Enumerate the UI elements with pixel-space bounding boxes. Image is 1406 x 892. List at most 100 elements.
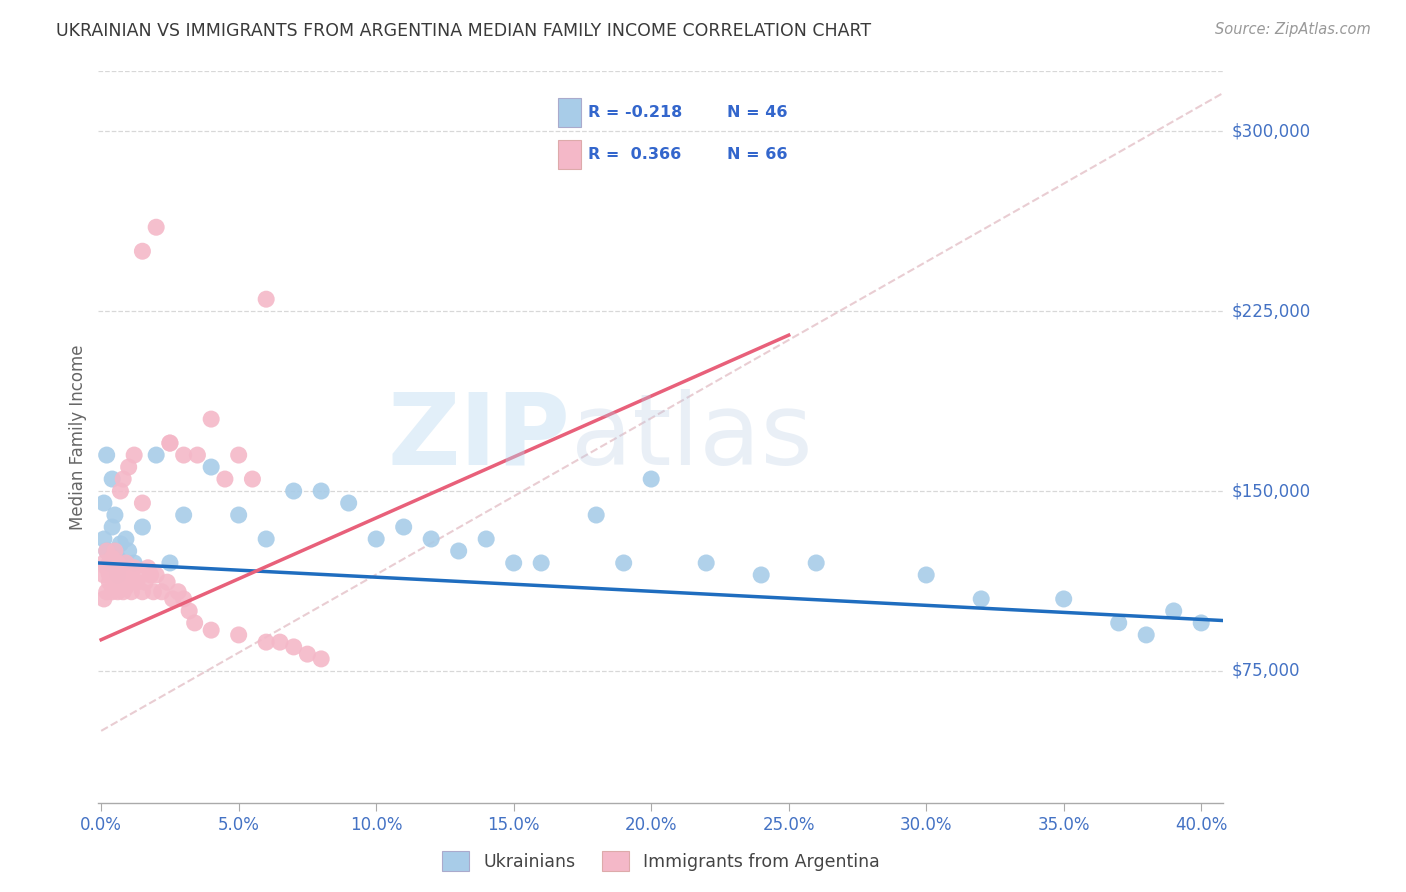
Point (112, 472, 135, 486)
Point (1108, 615, 1130, 630)
Point (447, 544, 470, 558)
Point (613, 556, 636, 570)
Point (254, 532, 277, 546)
Point (309, 652, 332, 666)
Point (173, 448, 195, 462)
Text: $300,000: $300,000 (1232, 122, 1310, 140)
Point (128, 568, 150, 582)
Point (228, 628, 250, 642)
Point (115, 532, 138, 546)
Point (173, 591, 195, 606)
Point (115, 580, 138, 594)
Point (145, 568, 167, 582)
Point (93, 568, 115, 582)
Point (150, 584, 173, 599)
Point (101, 520, 124, 534)
Point (475, 532, 498, 546)
Point (93, 556, 115, 570)
Point (110, 575, 132, 590)
Point (101, 584, 124, 599)
Point (366, 532, 388, 546)
Point (242, 472, 264, 486)
Point (156, 575, 179, 590)
Point (101, 551, 124, 566)
Point (93, 532, 115, 546)
Point (98, 556, 121, 570)
Point (118, 568, 141, 582)
Point (98, 575, 121, 590)
Point (96, 561, 118, 575)
Point (228, 448, 250, 462)
Point (136, 561, 159, 575)
Point (104, 544, 127, 558)
Point (96, 544, 118, 558)
Point (159, 556, 181, 570)
Point (214, 472, 236, 486)
Point (420, 532, 443, 546)
Point (96, 448, 118, 462)
Point (1163, 604, 1185, 618)
Point (120, 584, 142, 599)
Point (101, 472, 124, 486)
Point (183, 615, 205, 630)
Point (125, 575, 148, 590)
Point (107, 568, 129, 582)
Point (915, 568, 938, 582)
Point (1135, 628, 1157, 642)
Point (115, 556, 138, 570)
Point (93, 591, 115, 606)
Point (134, 575, 156, 590)
Point (179, 604, 201, 618)
Point (162, 591, 184, 606)
Point (640, 472, 662, 486)
Point (749, 568, 772, 582)
Point (502, 556, 524, 570)
Point (118, 575, 141, 590)
Point (1189, 615, 1212, 630)
Point (122, 556, 145, 570)
Point (1053, 591, 1076, 606)
Point (283, 640, 305, 654)
Point (107, 551, 129, 566)
Point (112, 584, 135, 599)
Point (970, 591, 993, 606)
Point (107, 584, 129, 599)
Legend: Ukrainians, Immigrants from Argentina: Ukrainians, Immigrants from Argentina (434, 845, 887, 879)
Point (96, 584, 118, 599)
Point (200, 460, 222, 475)
Point (104, 580, 127, 594)
Point (186, 448, 208, 462)
Point (101, 561, 124, 575)
Point (254, 635, 277, 649)
Point (392, 520, 415, 534)
Point (131, 520, 153, 534)
Point (110, 483, 132, 498)
Point (695, 556, 717, 570)
Point (131, 584, 153, 599)
Point (98, 556, 121, 570)
Text: $150,000: $150,000 (1232, 482, 1310, 500)
Point (254, 292, 277, 306)
Point (337, 496, 360, 510)
Point (93, 496, 115, 510)
Point (131, 244, 153, 259)
Y-axis label: Median Family Income: Median Family Income (69, 344, 87, 530)
Point (309, 483, 332, 498)
Point (145, 220, 167, 235)
Point (118, 544, 141, 558)
Point (142, 584, 165, 599)
Point (806, 556, 828, 570)
Point (104, 508, 127, 522)
Point (104, 568, 127, 582)
Text: UKRAINIAN VS IMMIGRANTS FROM ARGENTINA MEDIAN FAMILY INCOME CORRELATION CHART: UKRAINIAN VS IMMIGRANTS FROM ARGENTINA M… (56, 22, 872, 40)
Point (200, 412, 222, 426)
Text: atlas: atlas (571, 389, 813, 485)
Text: $225,000: $225,000 (1232, 302, 1310, 320)
Point (104, 544, 127, 558)
Point (107, 556, 129, 570)
Point (96, 544, 118, 558)
Point (107, 568, 129, 582)
Point (122, 448, 145, 462)
Point (159, 436, 181, 450)
Text: Source: ZipAtlas.com: Source: ZipAtlas.com (1215, 22, 1371, 37)
